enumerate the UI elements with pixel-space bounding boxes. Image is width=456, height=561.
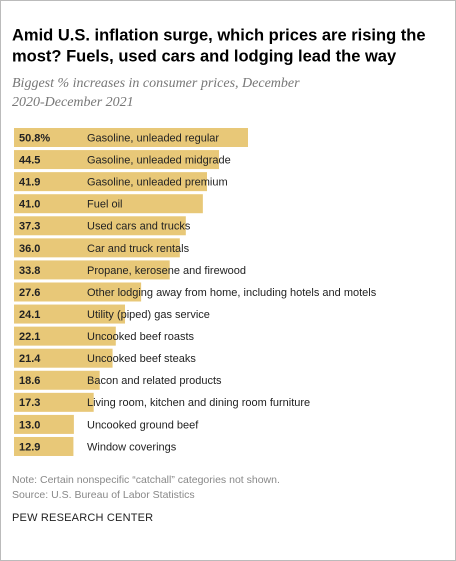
category-label: Fuel oil <box>87 199 122 211</box>
value-label: 36.0 <box>19 243 40 255</box>
chart-subtitle: Biggest % increases in consumer prices, … <box>12 76 300 91</box>
bar <box>14 326 116 346</box>
bar <box>14 172 208 192</box>
value-label: 24.1 <box>19 309 40 321</box>
category-label: Uncooked beef roasts <box>87 331 195 343</box>
bar <box>14 348 113 368</box>
value-label: 17.3 <box>19 397 40 409</box>
category-label: Other lodging away from home, including … <box>87 287 377 299</box>
value-label: 41.0 <box>19 199 40 211</box>
category-label: Car and truck rentals <box>87 243 190 255</box>
bar <box>14 238 180 258</box>
credit: PEW RESEARCH CENTER <box>12 512 153 524</box>
bar <box>14 216 186 236</box>
category-label: Window coverings <box>87 441 177 453</box>
bar <box>14 304 126 324</box>
bar <box>14 150 219 170</box>
value-label: 44.5 <box>19 154 40 166</box>
category-label: Gasoline, unleaded regular <box>87 132 219 144</box>
value-label: 18.6 <box>19 375 40 387</box>
value-label: 33.8 <box>19 265 40 277</box>
bar <box>14 194 203 214</box>
value-label: 50.8% <box>19 132 50 144</box>
value-label: 41.9 <box>19 177 40 189</box>
bar <box>14 282 142 302</box>
bar <box>14 392 94 412</box>
chart-title: Amid U.S. inflation surge, which prices … <box>12 26 426 44</box>
category-label: Gasoline, unleaded midgrade <box>87 154 231 166</box>
source: Source: U.S. Bureau of Labor Statistics <box>12 489 195 501</box>
value-label: 13.0 <box>19 419 40 431</box>
bar <box>14 436 74 456</box>
category-label: Uncooked beef steaks <box>87 353 196 365</box>
value-label: 21.4 <box>19 353 41 365</box>
value-label: 27.6 <box>19 287 40 299</box>
category-label: Gasoline, unleaded premium <box>87 177 228 189</box>
category-label: Bacon and related products <box>87 375 222 387</box>
value-label: 12.9 <box>19 441 40 453</box>
chart-subtitle: 2020-December 2021 <box>12 95 134 110</box>
category-label: Uncooked ground beef <box>87 419 199 431</box>
chart-title: most? Fuels, used cars and lodging lead … <box>12 47 397 65</box>
category-label: Living room, kitchen and dining room fur… <box>87 397 310 409</box>
value-label: 22.1 <box>19 331 40 343</box>
bar <box>14 414 74 434</box>
category-label: Used cars and trucks <box>87 221 191 233</box>
note: Note: Certain nonspecific “catchall” cat… <box>12 474 280 486</box>
bar <box>14 260 170 280</box>
bar <box>14 128 248 147</box>
bar <box>14 370 100 390</box>
category-label: Propane, kerosene and firewood <box>87 265 246 277</box>
category-label: Utility (piped) gas service <box>87 309 210 321</box>
value-label: 37.3 <box>19 221 40 233</box>
